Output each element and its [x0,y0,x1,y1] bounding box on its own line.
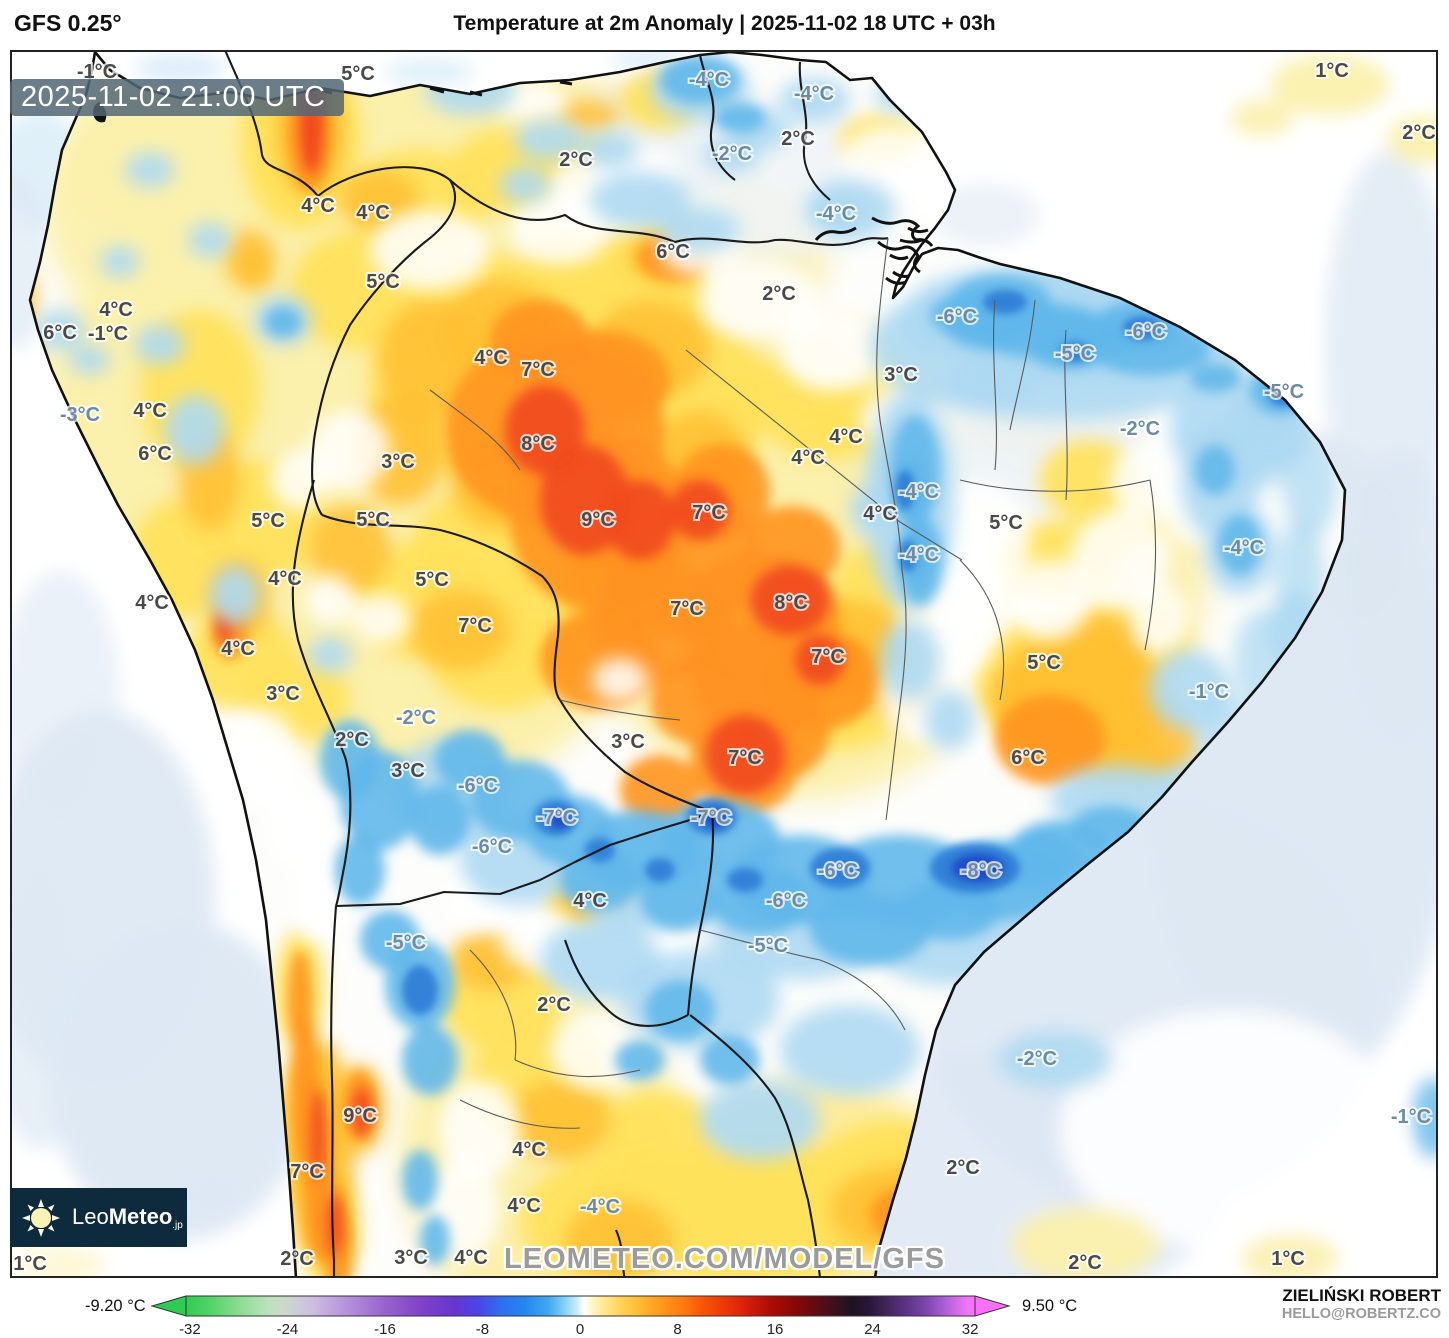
svg-text:6°C: 6°C [43,322,77,344]
svg-text:7°C: 7°C [670,598,704,620]
svg-text:4°C: 4°C [791,447,825,469]
svg-text:4°C: 4°C [99,299,133,321]
svg-text:6°C: 6°C [138,443,172,465]
svg-text:4°C: 4°C [829,426,863,448]
svg-text:-2°C: -2°C [396,707,436,729]
svg-text:3°C: 3°C [266,683,300,705]
svg-text:-6°C: -6°C [818,860,858,882]
svg-text:-3°C: -3°C [60,404,100,426]
svg-text:7°C: 7°C [728,747,762,769]
svg-text:-6°C: -6°C [472,836,512,858]
svg-text:5°C: 5°C [1027,652,1061,674]
svg-text:5°C: 5°C [366,271,400,293]
svg-text:16: 16 [767,1321,784,1338]
svg-text:-7°C: -7°C [691,807,731,829]
svg-text:5°C: 5°C [415,569,449,591]
svg-text:8: 8 [673,1321,681,1338]
svg-text:2°C: 2°C [946,1157,980,1179]
svg-text:5°C: 5°C [251,510,285,532]
svg-text:-16: -16 [374,1321,396,1338]
svg-text:24: 24 [864,1321,881,1338]
svg-text:-6°C: -6°C [937,306,977,328]
svg-text:-7°C: -7°C [537,807,577,829]
svg-text:4°C: 4°C [512,1139,546,1161]
svg-text:-8°C: -8°C [961,860,1001,882]
svg-text:-1°C: -1°C [1391,1106,1431,1128]
svg-text:5°C: 5°C [356,509,390,531]
svg-text:-8: -8 [476,1321,489,1338]
svg-text:-6°C: -6°C [1126,321,1166,343]
svg-text:-4°C: -4°C [1224,537,1264,559]
svg-text:-24: -24 [277,1321,299,1338]
svg-text:2°C: 2°C [781,128,815,150]
svg-text:6°C: 6°C [1011,747,1045,769]
svg-text:1°C: 1°C [1271,1248,1305,1270]
svg-text:3°C: 3°C [391,760,425,782]
svg-text:0: 0 [576,1321,584,1338]
svg-text:-4°C: -4°C [816,203,856,225]
svg-text:-2°C: -2°C [1120,418,1160,440]
svg-text:4°C: 4°C [221,638,255,660]
svg-text:-32: -32 [179,1321,201,1338]
svg-text:7°C: 7°C [521,359,555,381]
svg-text:9°C: 9°C [343,1105,377,1127]
svg-text:-1°C: -1°C [88,323,128,345]
svg-text:-6°C: -6°C [766,890,806,912]
svg-text:4°C: 4°C [268,568,302,590]
svg-text:8°C: 8°C [774,592,808,614]
svg-text:2°C: 2°C [280,1248,314,1270]
svg-text:2°C: 2°C [537,994,571,1016]
svg-text:2°C: 2°C [1402,122,1436,144]
svg-text:7°C: 7°C [811,646,845,668]
svg-text:2°C: 2°C [335,729,369,751]
svg-text:32: 32 [962,1321,979,1338]
svg-text:-2°C: -2°C [1017,1048,1057,1070]
svg-text:-4°C: -4°C [899,481,939,503]
svg-text:4°C: 4°C [135,592,169,614]
svg-text:-4°C: -4°C [899,544,939,566]
svg-text:-5°C: -5°C [1264,381,1304,403]
svg-text:1°C: 1°C [1315,60,1349,82]
svg-text:-4°C: -4°C [689,69,729,91]
svg-text:7°C: 7°C [458,615,492,637]
svg-text:2°C: 2°C [1068,1252,1102,1274]
svg-text:4°C: 4°C [507,1195,541,1217]
svg-text:2°C: 2°C [762,283,796,305]
svg-text:-2°C: -2°C [712,143,752,165]
svg-text:4°C: 4°C [133,400,167,422]
svg-text:4°C: 4°C [301,195,335,217]
svg-text:-5°C: -5°C [386,932,426,954]
svg-text:7°C: 7°C [290,1161,324,1183]
svg-text:6°C: 6°C [656,241,690,263]
svg-text:-5°C: -5°C [748,935,788,957]
svg-text:8°C: 8°C [521,433,555,455]
svg-text:4°C: 4°C [474,347,508,369]
svg-text:-4°C: -4°C [580,1196,620,1218]
svg-text:7°C: 7°C [692,502,726,524]
svg-text:4°C: 4°C [356,202,390,224]
svg-text:4°C: 4°C [454,1247,488,1269]
svg-text:-6°C: -6°C [458,775,498,797]
svg-text:-1°C: -1°C [1189,681,1229,703]
svg-text:4°C: 4°C [573,890,607,912]
svg-text:9°C: 9°C [581,509,615,531]
svg-text:3°C: 3°C [884,364,918,386]
svg-text:2°C: 2°C [559,149,593,171]
svg-text:-5°C: -5°C [1055,343,1095,365]
svg-text:5°C: 5°C [341,63,375,85]
svg-text:1°C: 1°C [13,1253,47,1275]
svg-text:-4°C: -4°C [794,83,834,105]
svg-text:5°C: 5°C [989,512,1023,534]
svg-text:3°C: 3°C [394,1247,428,1269]
svg-text:3°C: 3°C [611,731,645,753]
svg-text:4°C: 4°C [863,503,897,525]
svg-text:3°C: 3°C [381,451,415,473]
